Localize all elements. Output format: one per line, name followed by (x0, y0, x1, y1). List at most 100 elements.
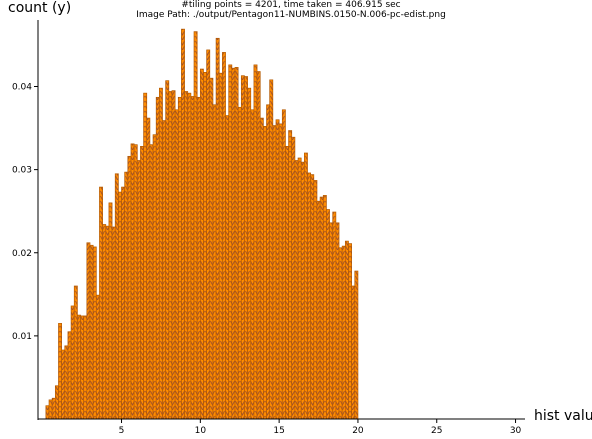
x-tick-label: 10 (195, 426, 207, 436)
histogram-bar (218, 72, 223, 420)
histogram-bar (143, 92, 148, 420)
histogram-bar (136, 160, 141, 420)
histogram-bar (45, 405, 50, 420)
histogram-bar (51, 397, 56, 420)
histogram-bar (149, 144, 154, 420)
histogram-bar (67, 331, 72, 420)
x-ticks-group: 5 10 15 20 25 30 (119, 419, 522, 436)
histogram-bar (114, 173, 119, 420)
histogram-bar (313, 180, 318, 420)
y-axis-label: count (y) (8, 0, 71, 16)
histogram-bar (351, 285, 356, 420)
y-ticks-group: 0.01 0.02 0.03 0.04 (12, 83, 38, 342)
histogram-bar (61, 349, 66, 420)
y-tick-label: 0.03 (12, 166, 32, 176)
histogram-bar (105, 225, 110, 420)
histogram-bar (316, 200, 321, 420)
histogram-bar (206, 49, 211, 420)
histogram-bar (307, 172, 312, 420)
histogram-bar (310, 174, 315, 420)
histogram-bar (269, 79, 274, 420)
histogram-bar (266, 104, 271, 420)
histogram-bar (64, 345, 69, 420)
histogram-bar (58, 323, 62, 420)
histogram-bar (73, 285, 78, 420)
histogram-bar (212, 104, 217, 420)
histogram-bar (155, 96, 160, 420)
histogram-bar (322, 195, 327, 420)
histogram-bar (231, 67, 236, 420)
histogram-bar (332, 211, 337, 420)
histogram-bar (285, 146, 289, 420)
histogram-bar (80, 315, 85, 420)
histogram-bar (184, 91, 189, 420)
histogram-bar (99, 186, 103, 420)
histogram-bar (259, 117, 264, 420)
histogram-bar (140, 146, 144, 420)
histogram-bar (121, 186, 126, 420)
histogram-bar (304, 152, 308, 420)
histogram-bar (203, 72, 207, 420)
chart-title-line-1: #tiling points = 4201, time taken = 406.… (181, 0, 400, 10)
histogram-bar (181, 28, 185, 420)
histogram-bar (222, 52, 226, 420)
histogram-bar (86, 242, 91, 420)
histogram-bar (263, 126, 267, 420)
histogram-bar (187, 92, 192, 420)
histogram-bar (111, 226, 116, 420)
histogram-bar (159, 87, 163, 420)
histogram-bar (288, 130, 293, 420)
histogram-bar (48, 399, 53, 420)
histogram-bar (215, 37, 220, 420)
x-tick-label: 25 (431, 426, 442, 436)
histogram-bar (89, 244, 94, 420)
histogram-bar (291, 136, 296, 420)
x-tick-label: 15 (273, 426, 284, 436)
histogram-bar (133, 144, 138, 420)
histogram-bar (174, 109, 179, 420)
histogram-bar (95, 294, 100, 420)
histogram-bar (297, 157, 302, 420)
chart-title-line-2: Image Path: ./output/Pentagon11-NUMBINS.… (136, 10, 446, 20)
histogram-bar (256, 71, 261, 420)
y-tick-label: 0.04 (12, 83, 32, 93)
histogram-bar (177, 96, 182, 420)
histogram-bar (108, 202, 113, 420)
y-tick-label: 0.02 (12, 249, 32, 259)
histogram-bar (348, 243, 352, 420)
histogram-bar (281, 109, 286, 420)
histogram-bar (77, 314, 81, 420)
histogram-bar (344, 240, 349, 420)
histogram-bar (127, 155, 132, 420)
histogram-bar (190, 96, 195, 420)
histogram-bar (165, 80, 170, 420)
histogram-bar (326, 209, 330, 420)
histogram-bar (168, 91, 173, 420)
histogram-bar (300, 161, 305, 420)
histogram-bar (272, 125, 277, 420)
x-tick-label: 5 (119, 426, 125, 436)
histogram-bar (329, 222, 334, 420)
histogram-bar (319, 196, 324, 420)
histogram-bar (92, 246, 97, 420)
histogram-bar (335, 222, 340, 420)
histogram-bar (240, 75, 245, 420)
histogram-bar (250, 109, 255, 420)
histogram-bar (354, 270, 359, 420)
x-axis-label: hist value (534, 408, 592, 424)
bars-group (45, 28, 359, 420)
histogram-bar (234, 67, 239, 420)
histogram-bar (130, 143, 135, 420)
histogram-bar (162, 120, 167, 420)
histogram-bar (225, 115, 230, 420)
histogram-bar (124, 171, 129, 420)
histogram-bar (118, 191, 122, 420)
histogram-bar (341, 245, 346, 420)
histogram-bar (228, 64, 233, 420)
histogram-bar (244, 76, 248, 420)
histogram-bar (253, 64, 258, 420)
y-tick-label: 0.01 (12, 332, 32, 342)
histogram-bar (209, 77, 214, 420)
histogram-bar (294, 160, 299, 420)
